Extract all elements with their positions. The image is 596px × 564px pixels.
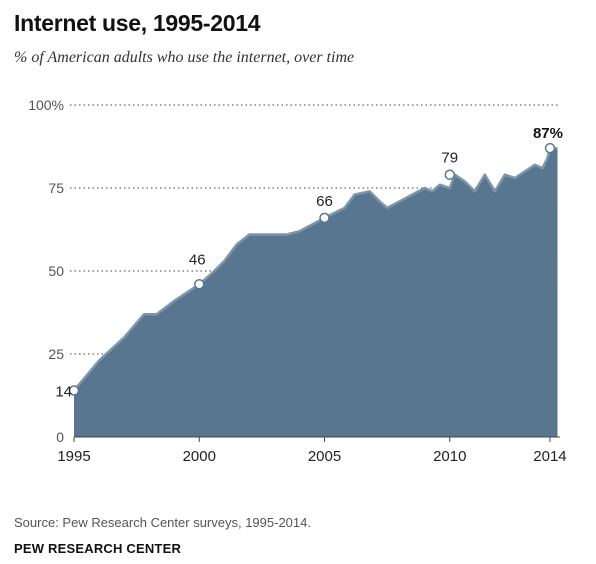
area-fill bbox=[74, 148, 558, 437]
data-point-marker bbox=[444, 169, 456, 180]
y-tick-label: 25 bbox=[48, 346, 64, 362]
y-tick-label: 75 bbox=[48, 180, 64, 196]
source-note: Source: Pew Research Center surveys, 199… bbox=[14, 515, 311, 530]
data-label: 79 bbox=[441, 150, 458, 167]
x-tick-label: 2005 bbox=[308, 448, 341, 465]
data-labels: 14 46 66 79 87% bbox=[55, 125, 563, 400]
data-label: 87% bbox=[533, 125, 563, 142]
x-tick-label: 2000 bbox=[183, 448, 216, 465]
y-tick-label: 100% bbox=[28, 97, 64, 113]
chart-subtitle: % of American adults who use the interne… bbox=[14, 49, 355, 66]
data-point-marker bbox=[194, 279, 205, 290]
x-tick-label: 2014 bbox=[533, 448, 566, 465]
data-point-marker bbox=[68, 385, 80, 396]
x-tick-label: 1995 bbox=[57, 448, 90, 465]
x-axis: 0 25 50 75 100% 1995 2000 2005 2010 2014 bbox=[28, 97, 566, 465]
data-label: 14 bbox=[55, 384, 72, 401]
data-point-marker bbox=[319, 212, 330, 224]
data-label: 66 bbox=[316, 193, 333, 210]
x-tick-label: 2010 bbox=[433, 448, 466, 465]
chart-title: Internet use, 1995-2014 bbox=[14, 10, 261, 36]
y-tick-label: 0 bbox=[56, 429, 64, 445]
area-series bbox=[73, 146, 558, 437]
y-tick-label: 50 bbox=[48, 263, 64, 279]
area-chart: 0 25 50 75 100% 1995 2000 2005 2010 2014 14 46 66 79… bbox=[28, 97, 566, 465]
data-point-marker bbox=[544, 142, 556, 154]
brand-logo-text: PEW RESEARCH CENTER bbox=[14, 541, 182, 556]
data-label: 46 bbox=[189, 251, 206, 268]
area-line bbox=[73, 146, 558, 392]
